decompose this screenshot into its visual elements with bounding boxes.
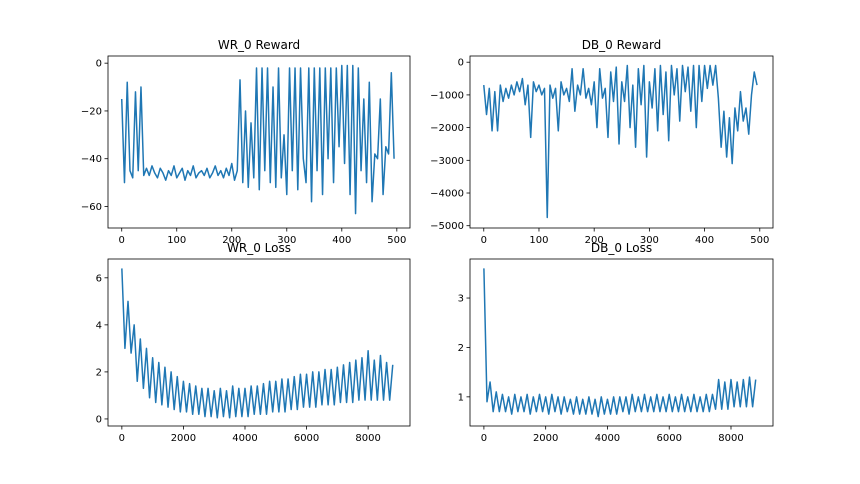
y-tick-label: 4 — [96, 320, 102, 331]
line-series — [483, 64, 758, 219]
y-tick-label: −20 — [81, 106, 102, 117]
y-tick-label: 1 — [458, 392, 464, 403]
y-tick-label: 6 — [96, 273, 102, 284]
line-series — [120, 64, 395, 215]
x-tick-label: 6000 — [656, 433, 681, 444]
chart-title: WR_0 Reward — [218, 38, 300, 52]
chart-title: DB_0 Reward — [582, 38, 662, 52]
y-tick-label: 0 — [458, 58, 464, 69]
x-tick-label: 300 — [277, 235, 296, 246]
line-series — [121, 268, 394, 419]
x-tick-label: 100 — [529, 235, 548, 246]
y-tick-label: 2 — [458, 343, 464, 354]
axes-frame — [469, 55, 774, 229]
axes-frame — [469, 258, 774, 427]
x-tick-label: 400 — [332, 235, 351, 246]
y-tick-label: −40 — [81, 154, 102, 165]
x-tick-label: 500 — [387, 235, 406, 246]
x-tick-label: 0 — [119, 433, 125, 444]
y-tick-label: −3000 — [430, 156, 464, 167]
y-tick-label: 0 — [96, 59, 102, 70]
y-tick-label: 2 — [96, 367, 102, 378]
axes-frame — [107, 258, 411, 427]
y-tick-label: 3 — [458, 294, 464, 305]
x-tick-label: 8000 — [718, 433, 743, 444]
x-tick-label: 0 — [119, 235, 125, 246]
x-tick-label: 8000 — [355, 433, 380, 444]
x-tick-label: 2000 — [171, 433, 196, 444]
y-tick-label: 0 — [96, 414, 102, 425]
x-tick-label: 6000 — [294, 433, 319, 444]
chart-title: DB_0 Loss — [591, 241, 652, 255]
x-tick-label: 200 — [585, 235, 604, 246]
x-tick-label: 200 — [222, 235, 241, 246]
x-tick-label: 2000 — [533, 433, 558, 444]
x-tick-label: 500 — [750, 235, 769, 246]
y-tick-label: −2000 — [430, 123, 464, 134]
x-tick-label: 400 — [695, 235, 714, 246]
axes-frame — [107, 55, 411, 229]
x-tick-label: 4000 — [232, 433, 257, 444]
x-tick-label: 300 — [640, 235, 659, 246]
x-tick-label: 100 — [167, 235, 186, 246]
chart-title: WR_0 Loss — [227, 241, 291, 255]
x-tick-label: 4000 — [595, 433, 620, 444]
y-tick-label: −1000 — [430, 90, 464, 101]
y-tick-label: −60 — [81, 202, 102, 213]
x-tick-label: 0 — [481, 235, 487, 246]
y-tick-label: −4000 — [430, 189, 464, 200]
y-tick-label: −5000 — [430, 221, 464, 232]
x-tick-label: 0 — [481, 433, 487, 444]
line-series — [483, 268, 757, 418]
